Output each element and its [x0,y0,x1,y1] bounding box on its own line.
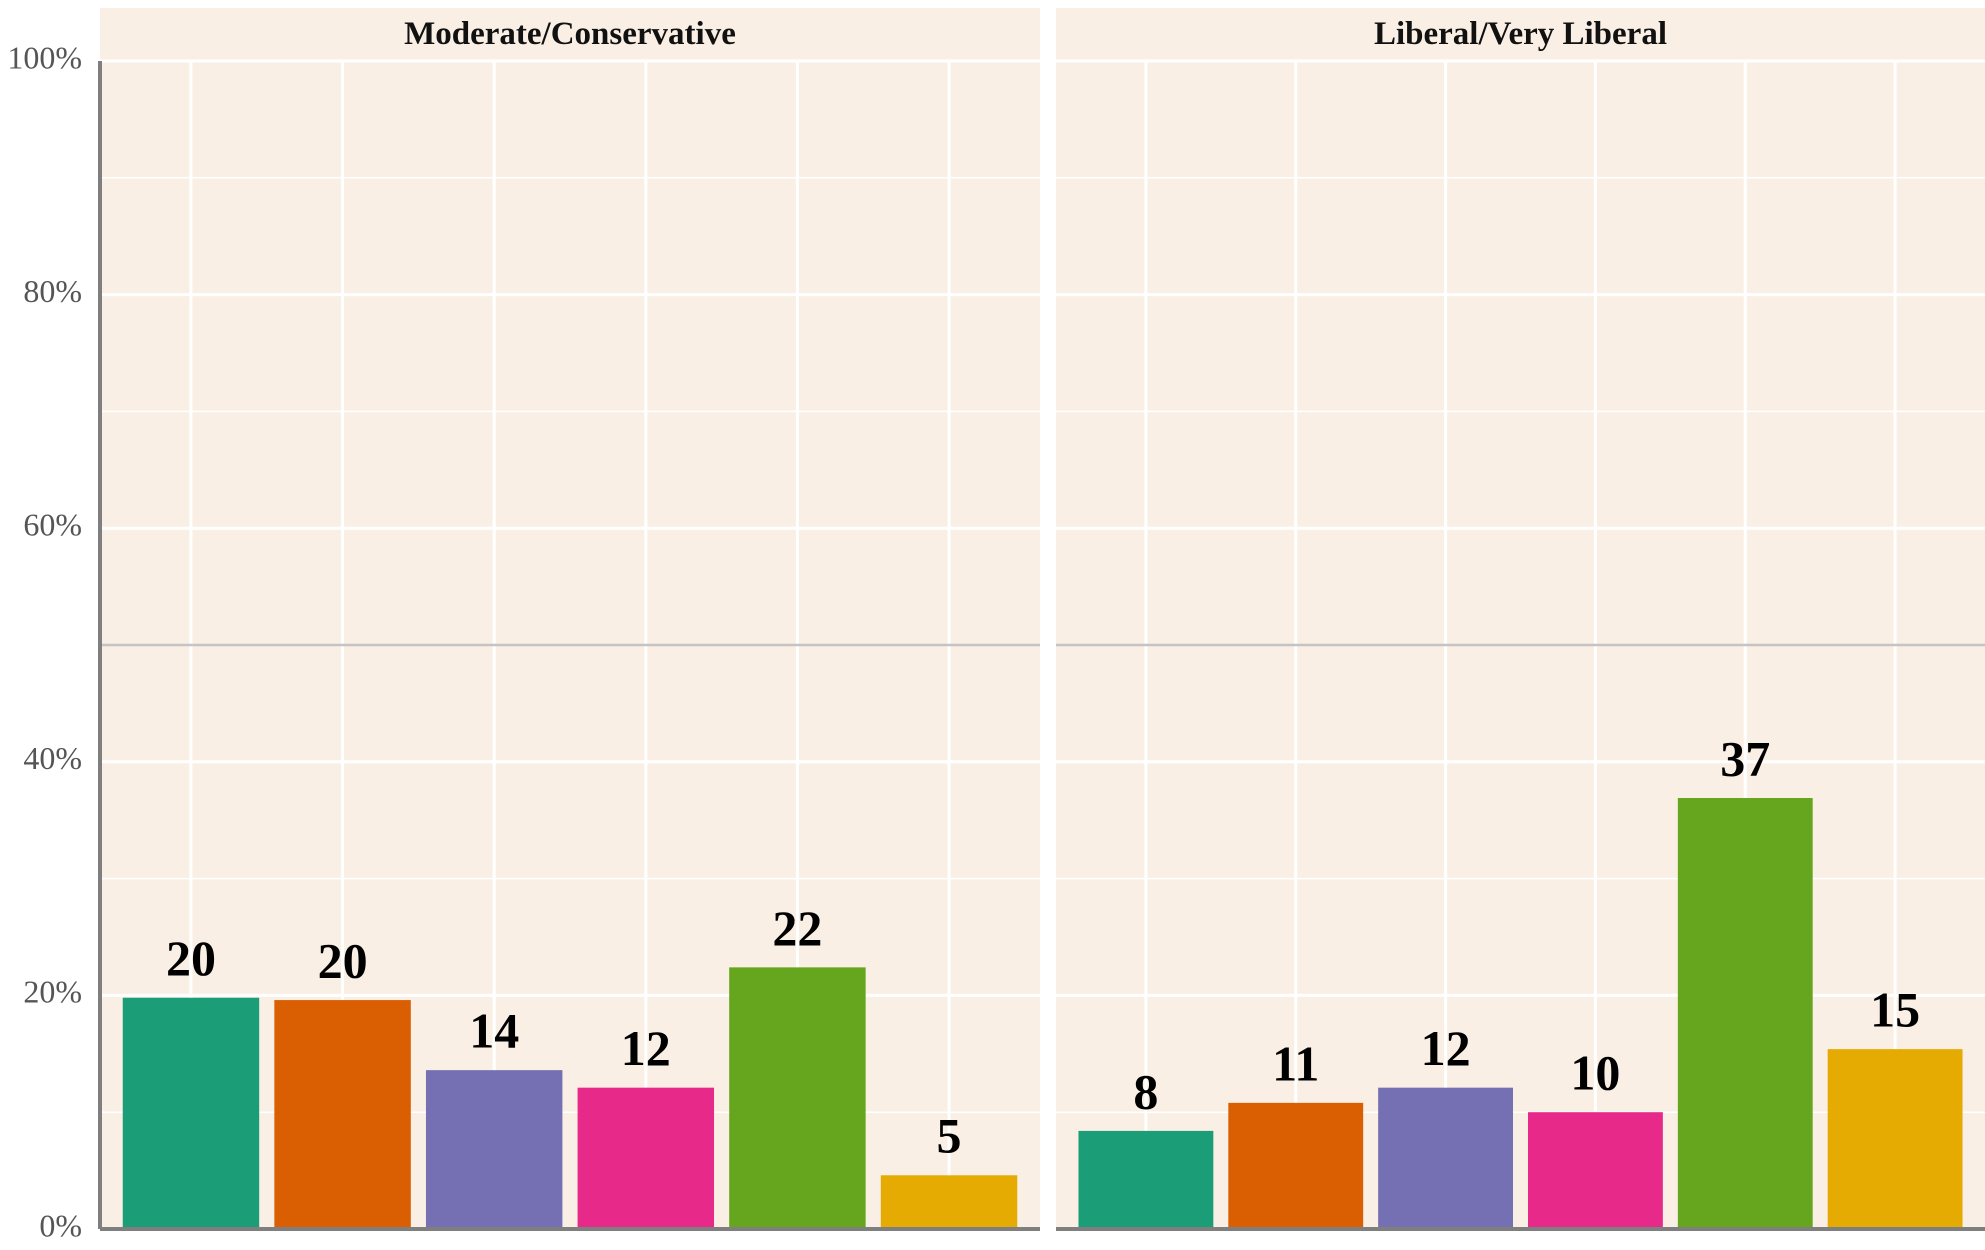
value-label: 5 [937,1108,962,1164]
y-tick-label: 60% [23,507,82,543]
value-label: 12 [621,1020,671,1076]
bar [577,1087,715,1229]
bar [1527,1112,1663,1229]
y-tick-label: 0% [39,1207,82,1243]
value-label: 10 [1570,1045,1620,1101]
panel-title: Moderate/Conservative [404,16,736,52]
y-tick-label: 40% [23,740,82,776]
value-label: 22 [772,900,822,956]
bar [1378,1087,1514,1229]
bar [274,1000,411,1229]
y-tick-label: 20% [23,974,82,1010]
value-label: 37 [1720,730,1770,786]
bar [1228,1102,1364,1229]
panel-background [1056,8,1985,1229]
y-tick-label: 100% [7,39,82,75]
value-label: 8 [1133,1063,1158,1119]
value-label: 11 [1272,1035,1319,1091]
bar [122,997,260,1229]
bar [1078,1130,1214,1229]
bar [1827,1049,1963,1229]
value-label: 14 [469,1003,519,1059]
value-label: 12 [1421,1020,1471,1076]
bar [425,1070,563,1229]
bar [880,1175,1018,1229]
y-tick-label: 80% [23,273,82,309]
bar [1677,798,1813,1229]
value-label: 20 [166,930,216,986]
bar [729,967,866,1229]
value-label: 20 [318,933,368,989]
panel-title: Liberal/Very Liberal [1374,16,1667,52]
value-label: 15 [1870,982,1920,1038]
